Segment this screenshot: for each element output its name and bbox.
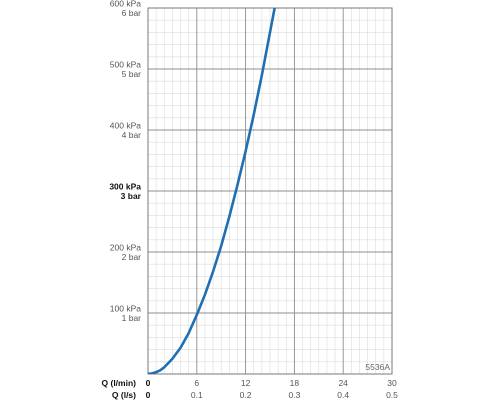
y-tick-label-bar: 3 bar [121, 191, 142, 201]
x-tick-label-lmin: 6 [194, 378, 199, 388]
y-tick-label-bar: 1 bar [122, 313, 142, 323]
x-tick-label-lmin: 30 [387, 378, 397, 388]
x-tick-label-ls: 0.3 [288, 390, 300, 400]
chart-code-label: 5536A [365, 362, 390, 372]
pressure-loss-curve [148, 8, 276, 374]
x-tick-label-ls: 0.1 [191, 390, 203, 400]
plot-border [147, 7, 393, 375]
plot-frame [147, 7, 393, 375]
y-tick-label-kpa: 400 kPa [110, 121, 141, 131]
y-tick-label-bar: 4 bar [122, 130, 142, 140]
x-tick-label-ls: 0.2 [240, 390, 252, 400]
y-tick-label-kpa: 300 kPa [109, 182, 141, 192]
x-tick-label-lmin: 18 [290, 378, 300, 388]
x-tick-label-ls: 0.5 [386, 390, 398, 400]
x-tick-label-lmin: 24 [338, 378, 348, 388]
x-tick-label-lmin: 0 [146, 378, 151, 388]
y-tick-label-bar: 6 bar [122, 8, 142, 18]
y-tick-label-kpa: 600 kPa [110, 0, 141, 9]
y-tick-label-bar: 5 bar [122, 69, 142, 79]
y-tick-label-kpa: 200 kPa [110, 243, 141, 253]
y-tick-label-kpa: 100 kPa [110, 304, 141, 314]
y-tick-label-bar: 2 bar [122, 252, 142, 262]
x-axis-labels: 0 0 6 0.1 12 0.2 18 0.3 24 0.4 30 0.5 [146, 378, 399, 400]
y-tick-label-kpa: 500 kPa [110, 60, 141, 70]
series-layer [148, 8, 276, 374]
x-tick-label-lmin: 12 [241, 378, 251, 388]
x-axis-name-ls: Q (l/s) [112, 390, 136, 400]
x-tick-label-ls: 0 [146, 390, 151, 400]
x-axis-name-lmin: Q (l/min) [102, 378, 137, 388]
x-tick-label-ls: 0.4 [337, 390, 349, 400]
